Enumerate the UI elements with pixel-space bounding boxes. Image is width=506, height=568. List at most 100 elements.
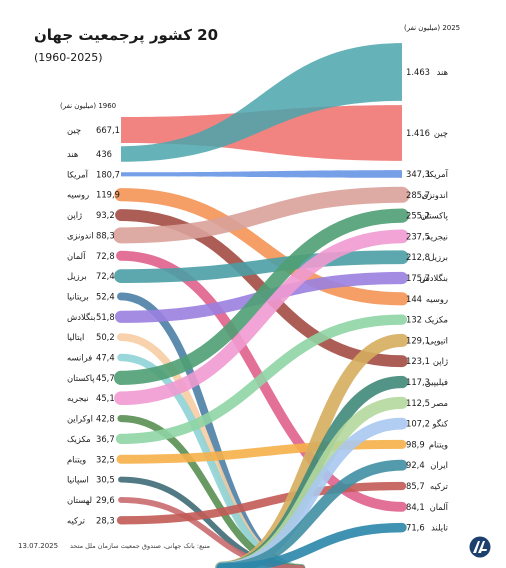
- label-1960-name: ویتنام: [67, 454, 86, 464]
- label-2025-name: نیجریه: [426, 231, 448, 241]
- label-1960-value: 72,8: [96, 251, 115, 261]
- label-2025-value: 112,5: [406, 398, 430, 408]
- label-1960-name: لهستان: [67, 495, 92, 505]
- label-1960-value: 93,2: [96, 210, 115, 220]
- label-1960-name: ایتالیا: [67, 332, 84, 342]
- flow-اندونزی: [113, 186, 410, 244]
- label-2025-value: 71,6: [406, 523, 425, 533]
- label-1960-name: بریتانیا: [67, 291, 89, 301]
- label-1960-value: 667,1: [96, 125, 120, 135]
- label-2025-name: مصر: [431, 398, 448, 408]
- label-2025-value: 285,7: [406, 190, 430, 200]
- chart-subtitle: (1960-2025): [34, 51, 103, 64]
- label-2025-value: 347,3: [406, 169, 430, 179]
- flow-آمریکا: [121, 170, 402, 178]
- labels: چین 667,1 1.416 چین هند 436 1.463 هند آمریکا 180,…: [67, 67, 449, 533]
- label-1960-value: 88,3: [96, 230, 115, 240]
- flow-ترکیه: [116, 481, 407, 525]
- label-1960-value: 436: [96, 149, 112, 159]
- label-1960-value: 29,6: [96, 495, 115, 505]
- label-1960-value: 47,4: [96, 353, 115, 363]
- label-1960-name: اوکراین: [67, 414, 93, 424]
- label-2025-name: بنگلادش: [420, 273, 448, 283]
- publish-date: 13.07.2025: [18, 542, 59, 550]
- label-1960-name: مکزیک: [67, 434, 91, 444]
- label-1960-name: بنگلادش: [67, 312, 95, 322]
- label-2025-name: کنگو: [432, 419, 448, 429]
- flows: [113, 43, 410, 568]
- label-1960-value: 28,3: [96, 515, 115, 525]
- label-1960-value: 36,7: [96, 434, 115, 444]
- flow-ویتنام: [116, 439, 407, 464]
- label-1960-name: برزیل: [67, 271, 87, 281]
- label-2025-value: 175,7: [406, 273, 430, 283]
- label-2025-name: برزیل: [428, 252, 448, 262]
- label-2025-value: 132: [406, 315, 422, 325]
- label-2025-name: اتیوپی: [427, 335, 448, 345]
- label-2025-name: اندونزی: [421, 190, 448, 200]
- label-1960-name: ترکیه: [67, 515, 86, 525]
- label-1960-value: 51,8: [96, 312, 115, 322]
- label-2025-value: 129,1: [406, 335, 430, 345]
- label-2025-value: 1.463: [406, 67, 430, 77]
- label-1960-name: پاکستان: [67, 373, 95, 383]
- flow-مکزیک: [115, 314, 408, 445]
- flow-نیجریه: [114, 229, 409, 406]
- label-2025-name: ژاپن: [433, 356, 448, 366]
- source-note: منبع: بانک جهانی، صندوق جمعیت سازمان ملل…: [70, 542, 210, 550]
- label-1960-name: آمریکا: [67, 168, 89, 179]
- label-2025-value: 144: [406, 294, 422, 304]
- label-2025-name: فیلیپین: [425, 377, 448, 387]
- flow-پاکستان: [113, 208, 410, 385]
- right-axis-header: 2025 (میلیون نفر): [404, 24, 461, 32]
- label-2025-value: 212,8: [406, 252, 430, 262]
- label-2025-name: هند: [437, 67, 448, 77]
- label-2025-value: 85,7: [406, 481, 425, 491]
- label-1960-name: آلمان: [67, 250, 86, 261]
- label-2025-value: 1.416: [406, 128, 430, 138]
- label-1960-value: 180,7: [96, 169, 120, 179]
- label-1960-value: 42,8: [96, 414, 115, 424]
- flow-هند: [121, 43, 402, 162]
- label-1960-value: 45,7: [96, 373, 115, 383]
- label-1960-name: اندونزی: [67, 230, 94, 240]
- label-1960-name: ژاپن: [67, 210, 82, 220]
- label-2025-value: 237,5: [406, 231, 430, 241]
- label-1960-name: چین: [67, 125, 81, 135]
- label-2025-name: ترکیه: [430, 481, 449, 491]
- label-2025-name: تایلند: [431, 523, 449, 533]
- flow-روسیه: [114, 188, 409, 306]
- label-1960-name: هند: [67, 149, 78, 159]
- label-2025-name: روسیه: [426, 294, 448, 304]
- label-2025-name: آلمان: [430, 501, 449, 512]
- label-2025-name: ویتنام: [429, 439, 448, 449]
- label-2025-name: آمریکا: [427, 168, 449, 179]
- label-2025-value: 123,1: [406, 356, 430, 366]
- label-1960-name: اسپانیا: [67, 475, 89, 485]
- label-2025-value: 117,3: [406, 377, 430, 387]
- agency-logo-icon: [469, 536, 491, 558]
- label-1960-name: نیجریه: [67, 393, 89, 403]
- label-1960-value: 52,4: [96, 291, 115, 301]
- label-1960-value: 72,4: [96, 271, 115, 281]
- label-2025-value: 84,1: [406, 502, 425, 512]
- left-axis-header: 1960 (میلیون نفر): [60, 102, 117, 110]
- label-2025-name: پاکستان: [420, 211, 448, 221]
- flow-چین: [121, 105, 402, 161]
- flow-تایلند: [216, 522, 407, 568]
- label-1960-value: 30,5: [96, 475, 115, 485]
- label-2025-name: ایران: [430, 460, 448, 470]
- label-2025-value: 98,9: [406, 439, 425, 449]
- label-2025-value: 107,2: [406, 419, 430, 429]
- label-1960-name: فرانسه: [67, 353, 92, 363]
- label-1960-value: 50,2: [96, 332, 115, 342]
- label-1960-value: 45,1: [96, 393, 115, 403]
- label-2025-name: مکزیک: [424, 315, 448, 325]
- label-1960-name: روسیه: [67, 190, 89, 200]
- label-2025-value: 92,4: [406, 460, 425, 470]
- label-1960-value: 32,5: [96, 454, 115, 464]
- label-2025-value: 255,2: [406, 211, 430, 221]
- label-2025-name: چین: [434, 128, 448, 138]
- chart-title: 20 کشور پرجمعیت جهان: [34, 26, 219, 44]
